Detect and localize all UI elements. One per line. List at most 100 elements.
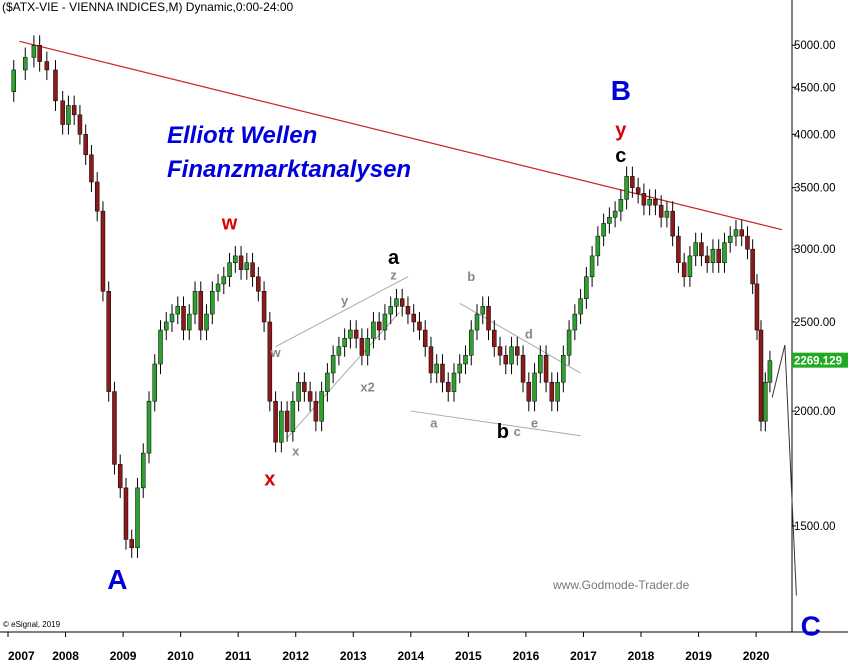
candle-body-95 (566, 329, 572, 356)
projection-path (771, 344, 797, 596)
candle-body-88 (526, 381, 532, 402)
channel-layer (275, 276, 581, 439)
x-tick-label-10: 2017 (570, 649, 597, 663)
candle-body-36 (227, 262, 232, 277)
candle-body-46 (284, 410, 290, 432)
chart-title: ($ATX-VIE - VIENNA INDICES,M) Dynamic,0:… (2, 0, 294, 14)
candle-body-32 (204, 313, 209, 331)
candle-body-112 (664, 210, 670, 218)
candle-body-33 (210, 291, 215, 315)
candle-body-28 (181, 306, 186, 331)
candle-body-124 (733, 229, 739, 237)
candle-body-90 (538, 355, 543, 374)
x-tick-label-4: 2011 (225, 649, 251, 663)
wave-label-1: w (221, 213, 238, 235)
candle-body-109 (647, 198, 652, 206)
candle-body-106 (630, 176, 635, 188)
candle-body-130 (763, 381, 768, 422)
wave-label-10: x (292, 443, 300, 458)
last-price-label: 2269.129 (794, 356, 842, 368)
x-tick-label-13: 2020 (743, 649, 770, 663)
x-tick-label-8: 2015 (455, 649, 482, 663)
candle-body-44 (273, 400, 278, 443)
candle-body-76 (457, 363, 462, 374)
candle-body-87 (520, 355, 526, 383)
candle-body-13 (94, 181, 100, 212)
candle-body-66 (399, 298, 405, 307)
candle-body-30 (192, 291, 198, 315)
candle-body-117 (693, 242, 698, 257)
x-tick-label-1: 2008 (52, 649, 79, 663)
candle-body-93 (555, 381, 560, 402)
wave-label-13: z (390, 268, 397, 283)
candle-body-65 (394, 298, 399, 307)
candle-body-43 (267, 321, 273, 402)
channel-line-1 (286, 312, 400, 439)
candle-body-70 (422, 329, 428, 347)
x-tick-label-6: 2013 (340, 649, 367, 663)
wave-label-8: C (801, 610, 821, 641)
x-tick-label-2: 2009 (110, 649, 137, 663)
candle-body-39 (244, 262, 250, 270)
candle-body-121 (716, 248, 721, 263)
candle-body-54 (330, 355, 336, 374)
candle-body-26 (169, 313, 175, 323)
candle-body-67 (405, 306, 411, 315)
candle-body-116 (687, 255, 693, 277)
y-tick-label-4: 3000.00 (794, 244, 836, 256)
y-tick-label-0: 5000.00 (794, 40, 836, 52)
candle-body-49 (302, 381, 307, 392)
candle-body-128 (754, 283, 760, 331)
candle-body-7 (60, 100, 65, 125)
candle-body-125 (739, 229, 744, 237)
candle-body-4 (37, 44, 42, 62)
candle-body-97 (578, 298, 583, 315)
candle-body-59 (359, 338, 365, 356)
x-tick-label-7: 2014 (397, 649, 424, 663)
candle-body-85 (509, 346, 514, 365)
channel-line-3 (410, 410, 581, 437)
candle-body-34 (215, 283, 221, 292)
candle-body-6 (53, 69, 58, 102)
overlay-title-line2: Finanzmarktanalysen (167, 156, 411, 183)
candle-body-51 (313, 400, 319, 422)
resistance-trendline (19, 40, 783, 231)
candle-body-92 (549, 381, 555, 402)
candle-body-10 (77, 114, 83, 135)
candle-body-16 (112, 391, 117, 465)
wave-label-6: y (615, 119, 627, 141)
candle-body-64 (388, 306, 393, 315)
candle-body-71 (428, 346, 434, 374)
candle-body-29 (187, 313, 192, 331)
candle-body-80 (480, 306, 486, 315)
wave-label-17: d (525, 326, 533, 341)
candle-body-72 (434, 363, 439, 374)
candle-body-114 (676, 235, 681, 263)
candle-body-57 (348, 329, 353, 339)
candle-body-22 (146, 400, 152, 454)
last-price-box (792, 352, 848, 368)
x-tick-label-3: 2010 (167, 649, 194, 663)
candle-body-23 (152, 363, 157, 402)
candle-body-48 (296, 381, 301, 402)
watermark: www.Godmode-Trader.de (552, 578, 690, 592)
wave-label-9: w (270, 345, 282, 360)
candle-body-79 (474, 313, 480, 331)
candle-body-15 (106, 291, 111, 392)
candle-body-8 (66, 105, 71, 125)
candle-body-84 (503, 355, 509, 365)
candle-body-131 (767, 360, 773, 383)
candle-body-58 (353, 329, 359, 339)
wave-label-14: a (430, 415, 438, 430)
candle-body-41 (256, 276, 261, 292)
channel-line-0 (275, 276, 409, 348)
candle-body-27 (175, 306, 181, 315)
wave-label-7: c (615, 145, 626, 167)
candle-body-113 (670, 210, 675, 237)
candles-layer (11, 35, 773, 558)
candle-body-89 (532, 372, 537, 402)
projection-layer (771, 344, 797, 596)
candle-body-25 (164, 321, 169, 331)
candle-body-86 (515, 346, 520, 356)
